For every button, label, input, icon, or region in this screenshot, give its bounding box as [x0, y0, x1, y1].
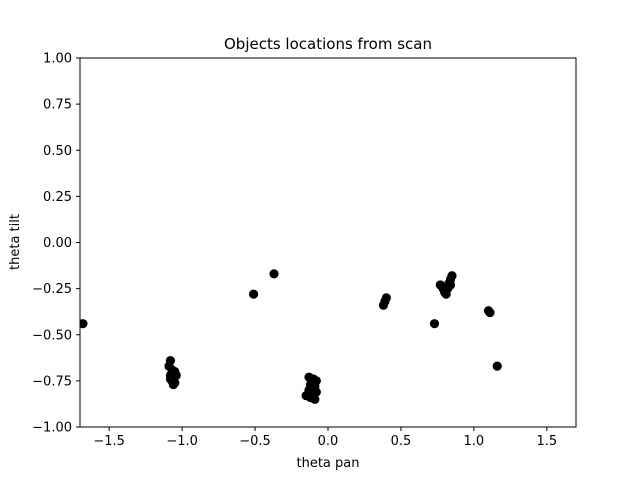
- y-tick-label: −1.00: [32, 421, 72, 436]
- y-tick-label: −0.25: [32, 282, 72, 297]
- x-tick-label: 0.0: [318, 434, 339, 449]
- data-point: [80, 319, 88, 329]
- chart-title: Objects locations from scan: [224, 35, 432, 53]
- x-tick-label: 1.0: [464, 434, 485, 449]
- y-tick-label: 0.25: [43, 190, 72, 205]
- x-tick-label: 0.5: [391, 434, 412, 449]
- x-tick-label: 1.5: [536, 434, 557, 449]
- data-point: [165, 374, 176, 384]
- x-axis-label: theta pan: [297, 456, 360, 471]
- data-point: [310, 394, 320, 404]
- y-tick-label: −0.50: [32, 328, 72, 343]
- y-tick-label: 1.00: [43, 52, 72, 67]
- x-tick-label: −0.5: [239, 434, 271, 449]
- data-point: [492, 361, 502, 371]
- data-point: [381, 293, 391, 303]
- data-point: [249, 289, 259, 299]
- y-axis-label: theta tilt: [8, 214, 23, 270]
- data-point: [429, 319, 440, 329]
- data-point: [447, 271, 457, 281]
- y-tick-label: −0.75: [32, 374, 72, 389]
- x-axis: −1.5 −1.0 −0.5 0.0 0.5 1.0 1.5: [93, 427, 557, 449]
- y-tick-label: 0.50: [43, 144, 72, 159]
- x-tick-label: −1.0: [166, 434, 198, 449]
- y-axis: 1.00 0.75 0.50 0.25 0.00 −0.25 −0.50 −0.75 −1.00: [32, 52, 80, 436]
- y-tick-label: 0.75: [43, 98, 72, 113]
- data-point: [269, 269, 279, 279]
- x-tick-label: −1.5: [93, 434, 125, 449]
- axes-frame: [79, 57, 577, 428]
- data-point: [445, 280, 456, 290]
- y-tick-label: 0.00: [43, 236, 72, 251]
- plot-area: [80, 269, 502, 404]
- data-point: [485, 308, 495, 318]
